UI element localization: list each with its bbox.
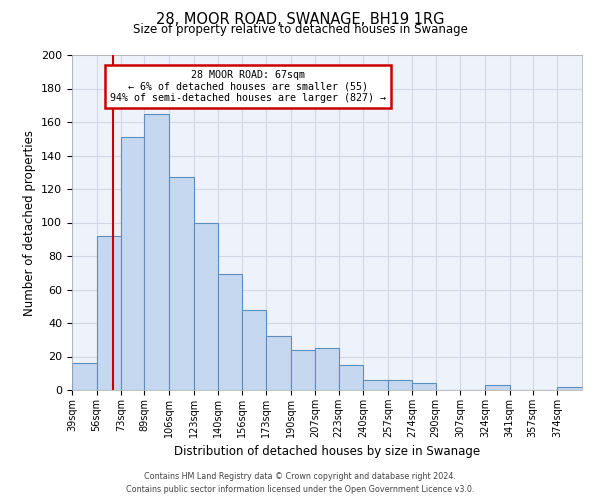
Text: Size of property relative to detached houses in Swanage: Size of property relative to detached ho…	[133, 22, 467, 36]
Text: 28, MOOR ROAD, SWANAGE, BH19 1RG: 28, MOOR ROAD, SWANAGE, BH19 1RG	[156, 12, 444, 28]
Bar	[291, 350, 316, 390]
Bar	[266, 336, 291, 390]
Bar	[194, 222, 218, 390]
Bar	[97, 236, 121, 390]
Bar	[121, 137, 145, 390]
Bar	[218, 274, 242, 390]
Bar	[412, 384, 436, 390]
Bar	[363, 380, 388, 390]
Bar	[169, 178, 194, 390]
Text: 28 MOOR ROAD: 67sqm
← 6% of detached houses are smaller (55)
94% of semi-detache: 28 MOOR ROAD: 67sqm ← 6% of detached hou…	[110, 70, 386, 103]
Bar	[145, 114, 169, 390]
Bar	[388, 380, 412, 390]
Text: Contains HM Land Registry data © Crown copyright and database right 2024.
Contai: Contains HM Land Registry data © Crown c…	[126, 472, 474, 494]
Bar	[316, 348, 338, 390]
X-axis label: Distribution of detached houses by size in Swanage: Distribution of detached houses by size …	[174, 446, 480, 458]
Bar	[338, 365, 363, 390]
Bar	[72, 363, 97, 390]
Bar	[485, 385, 509, 390]
Y-axis label: Number of detached properties: Number of detached properties	[23, 130, 35, 316]
Bar	[557, 386, 582, 390]
Bar	[242, 310, 266, 390]
